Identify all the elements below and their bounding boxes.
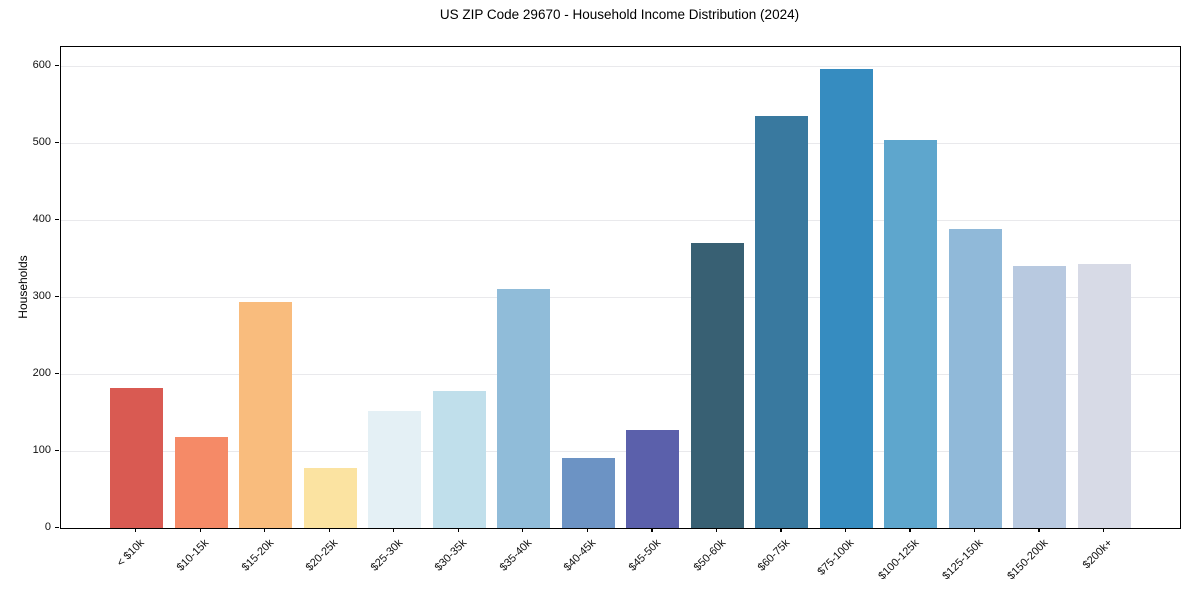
x-tick-label: $10-15k	[174, 537, 212, 574]
bar-$25-30k	[368, 411, 422, 528]
bar-$50-60k	[690, 243, 744, 528]
y-tick-mark	[55, 141, 59, 143]
x-tick-label: $25-30k	[368, 537, 406, 574]
x-tick-label: $35-40k	[497, 537, 535, 574]
bar-$60-75k	[755, 115, 809, 528]
y-tick-label: 0	[44, 520, 51, 533]
y-tick-label: 500	[32, 135, 51, 148]
bar-$45-50k	[626, 430, 680, 528]
y-tick-mark	[55, 295, 59, 297]
x-tick-label: $200k+	[1080, 537, 1115, 572]
x-tick-mark	[909, 528, 911, 533]
gridline-200	[61, 373, 1180, 375]
x-tick-label: $125-150k	[940, 537, 986, 583]
x-tick-label: $15-20k	[239, 537, 277, 574]
bar-$125-150k	[948, 229, 1002, 528]
x-tick-label: $30-35k	[433, 537, 470, 574]
x-tick-mark	[393, 528, 395, 533]
y-tick-mark	[55, 218, 59, 220]
bar-$15-20k	[239, 301, 293, 528]
x-tick-mark	[264, 528, 266, 533]
bar-$150-200k	[1013, 266, 1067, 528]
gridline-600	[61, 65, 1180, 67]
x-tick-label: $150-200k	[1005, 537, 1051, 583]
y-axis-label: Households	[16, 255, 30, 319]
x-tick-label: $45-50k	[626, 537, 664, 574]
y-tick-mark	[55, 372, 59, 374]
x-tick-label: $60-75k	[755, 537, 793, 574]
x-tick-mark	[328, 528, 330, 533]
x-tick-mark	[135, 528, 137, 533]
x-tick-mark	[1038, 528, 1040, 533]
x-tick-label: $100-125k	[876, 537, 922, 583]
gridline-300	[61, 296, 1180, 298]
x-tick-mark	[199, 528, 201, 533]
y-tick-mark	[55, 526, 59, 528]
x-tick-mark	[973, 528, 976, 533]
x-tick-label: $50-60k	[691, 537, 728, 574]
x-tick-label: $20-25k	[303, 537, 341, 574]
y-tick-mark	[55, 449, 59, 451]
x-tick-label: $40-45k	[562, 537, 599, 574]
x-tick-mark	[1103, 528, 1105, 533]
gridline-500	[61, 142, 1180, 144]
x-tick-mark	[651, 528, 653, 533]
gridline-400	[61, 219, 1180, 221]
y-tick-mark	[55, 64, 59, 67]
y-tick-label: 200	[32, 366, 51, 379]
x-tick-label: $75-100k	[815, 537, 857, 578]
bar-$35-40k	[497, 289, 551, 528]
bar-$40-45k	[561, 457, 615, 528]
bar-$30-35k	[432, 391, 486, 528]
x-tick-label: < $10k	[114, 537, 147, 570]
x-tick-mark	[522, 528, 524, 533]
y-tick-label: 600	[32, 58, 51, 71]
x-tick-mark	[780, 528, 782, 533]
y-tick-label: 300	[32, 289, 51, 302]
x-tick-mark	[457, 528, 459, 533]
gridline-100	[61, 450, 1180, 452]
bar-$10-15k	[174, 437, 228, 528]
bar-$75-100k	[819, 68, 873, 528]
bar-$200k+	[1078, 264, 1131, 528]
bar-< $10k	[110, 387, 163, 528]
x-tick-mark	[715, 528, 718, 533]
y-tick-label: 100	[32, 443, 51, 456]
bar-$100-125k	[884, 140, 938, 528]
x-tick-mark	[586, 528, 589, 533]
x-tick-mark	[844, 528, 847, 533]
y-tick-label: 400	[32, 212, 51, 225]
bar-$20-25k	[303, 467, 357, 528]
chart-title: US ZIP Code 29670 - Household Income Dis…	[439, 7, 800, 22]
plot-area	[60, 46, 1181, 529]
